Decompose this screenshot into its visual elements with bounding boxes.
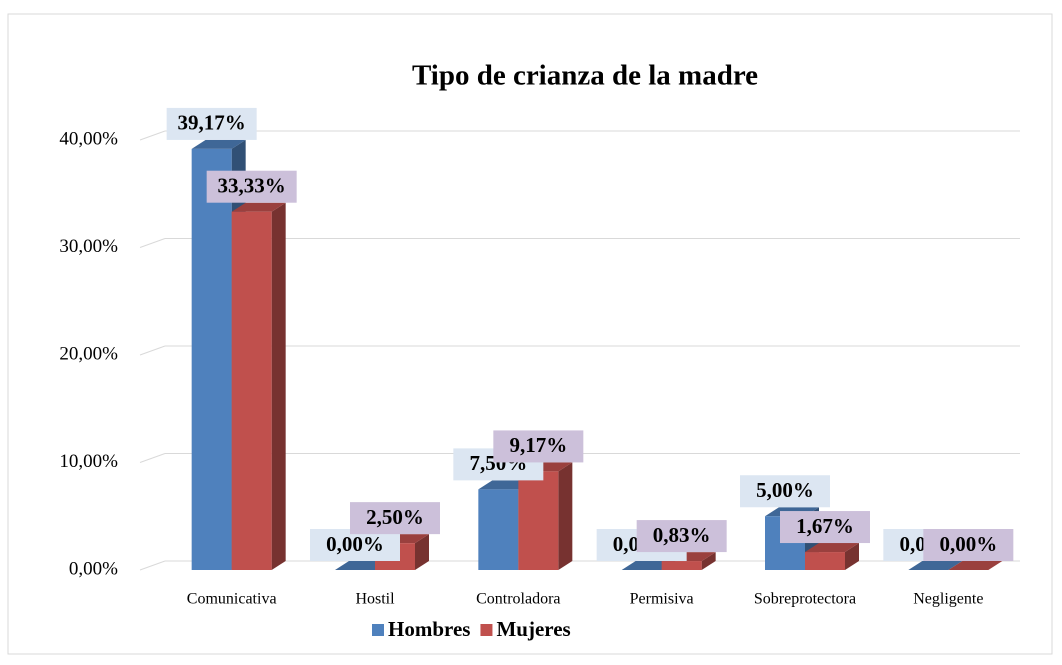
- data-label-box: [350, 502, 440, 535]
- grid-line: [139, 238, 166, 248]
- data-label: 0,00%: [326, 532, 384, 556]
- grid-line: [139, 453, 166, 463]
- data-label: 9,17%: [509, 433, 567, 457]
- bar-side: [271, 202, 286, 570]
- legend-swatch: [480, 624, 493, 636]
- grid-line: [139, 345, 166, 356]
- data-label-box: [493, 430, 584, 463]
- legend-swatch: [372, 624, 384, 636]
- x-tick-label: Permisiva: [630, 591, 694, 608]
- legend-label: Hombres: [388, 617, 470, 641]
- bar-side: [845, 543, 859, 570]
- bar-side: [415, 534, 429, 570]
- x-tick-label: Controladora: [476, 591, 560, 608]
- data-label: 2,50%: [366, 505, 424, 529]
- y-tick-label: 0,00%: [69, 558, 118, 579]
- x-tick-label: Sobreprotectora: [754, 591, 856, 608]
- y-tick-label: 30,00%: [59, 236, 118, 257]
- data-label-box: [166, 107, 257, 140]
- legend-label: Mujeres: [496, 617, 570, 641]
- chart-title: Tipo de crianza de la madre: [412, 60, 758, 92]
- bar: [231, 211, 272, 570]
- grid-line: [139, 130, 166, 141]
- bar: [478, 489, 519, 570]
- bar-top: [191, 139, 246, 149]
- y-tick-label: 40,00%: [59, 128, 118, 149]
- bar: [805, 552, 845, 570]
- data-label: 0,00%: [939, 532, 997, 556]
- bar-side: [558, 462, 573, 570]
- grid-line: [139, 560, 166, 571]
- bar: [518, 471, 559, 570]
- x-tick-label: Hostil: [355, 591, 395, 608]
- data-label-box: [310, 529, 400, 561]
- data-label: 33,33%: [218, 174, 286, 198]
- x-tick-label: Negligente: [913, 591, 983, 608]
- bar-top: [805, 543, 859, 553]
- data-label: 39,17%: [178, 111, 246, 135]
- bar-top: [908, 561, 963, 570]
- data-label: 1,67%: [796, 514, 854, 538]
- bar-top: [948, 561, 1003, 570]
- y-tick-label: 10,00%: [59, 451, 118, 472]
- data-label-box: [740, 475, 830, 508]
- data-label-box: [636, 520, 727, 553]
- bar-top: [231, 202, 286, 212]
- data-label-box: [206, 170, 297, 203]
- x-tick-label: Comunicativa: [187, 591, 277, 608]
- data-label: 0,83%: [653, 523, 711, 547]
- bar: [661, 561, 702, 570]
- data-label-box: [780, 511, 870, 544]
- data-label-box: [923, 529, 1014, 561]
- bar: [191, 148, 232, 571]
- data-label: 5,00%: [756, 478, 814, 502]
- bar-side: [701, 552, 716, 570]
- y-tick-label: 20,00%: [59, 343, 118, 364]
